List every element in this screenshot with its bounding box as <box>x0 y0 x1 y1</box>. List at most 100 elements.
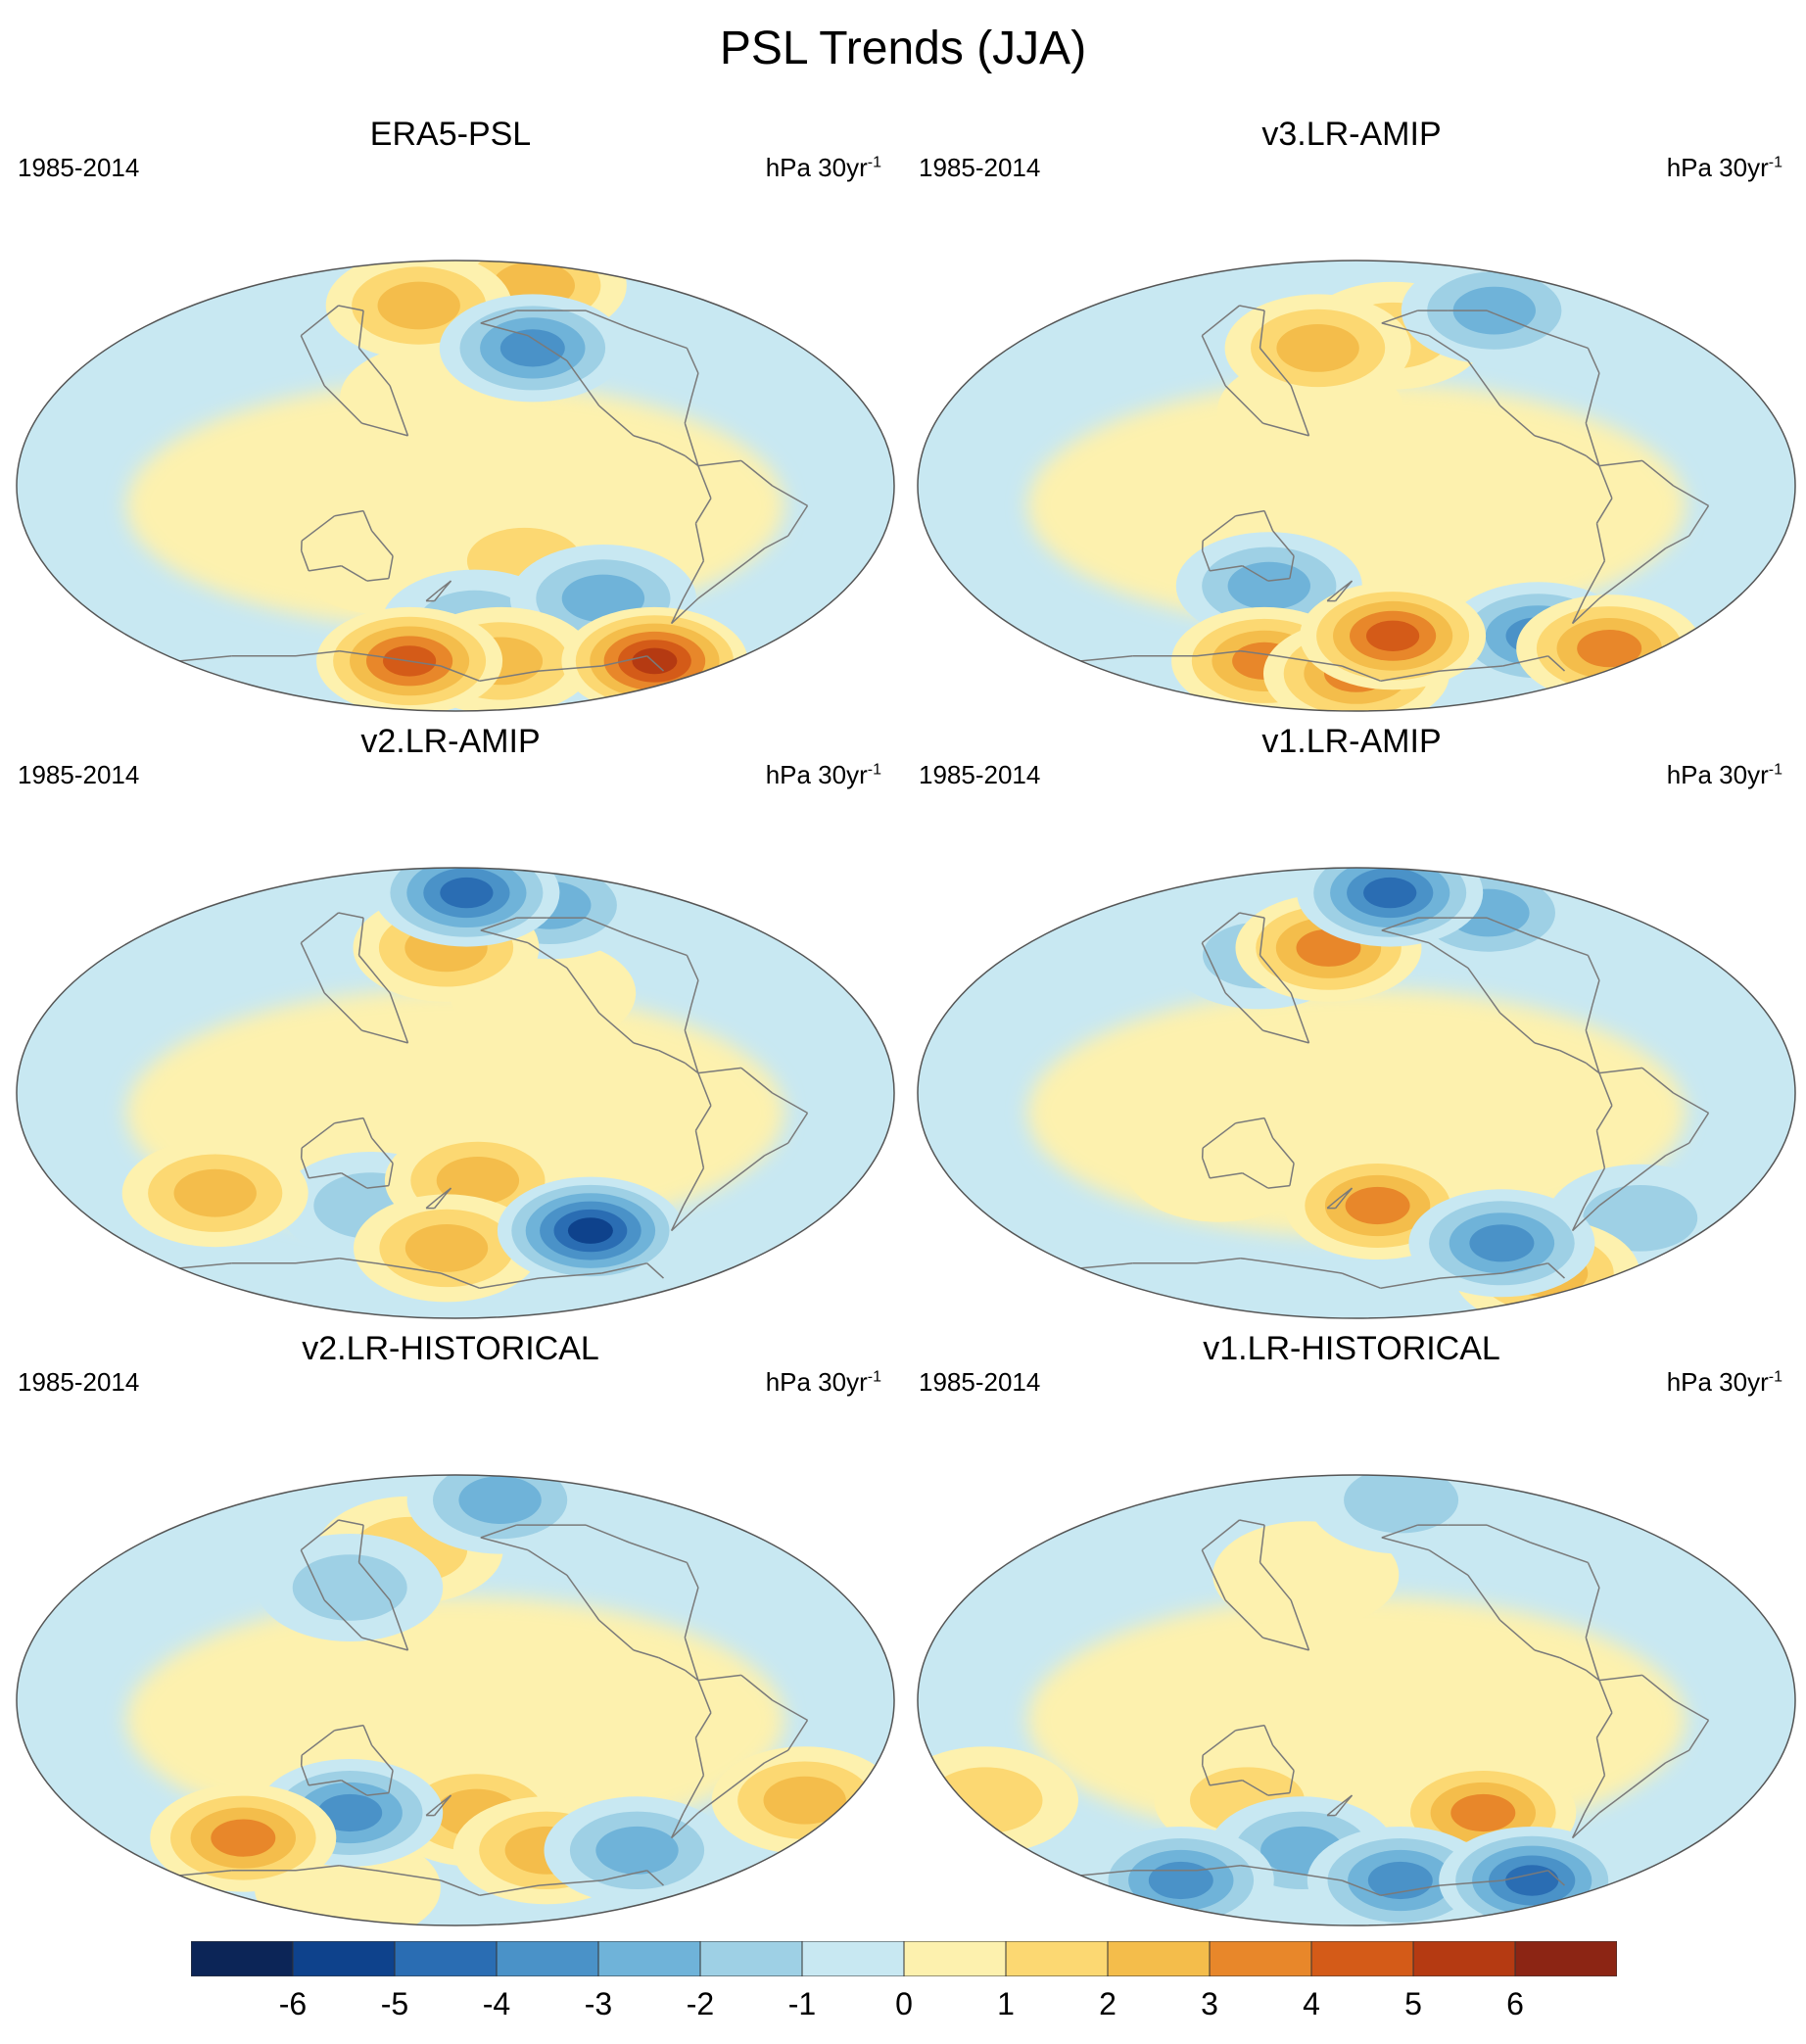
coastline-segment <box>1688 1112 1710 1144</box>
anomaly-contour <box>317 1793 383 1832</box>
coastline-segment <box>371 530 394 557</box>
coastline-segment <box>538 665 602 672</box>
anomaly-contour <box>173 1168 257 1217</box>
coastline-segment <box>633 1042 659 1052</box>
coastline-segment <box>1380 1884 1441 1897</box>
anomaly-contour <box>211 1819 276 1857</box>
coastline-segment <box>389 992 409 1044</box>
coastline-segment <box>338 305 364 311</box>
coastline-segment <box>601 1870 647 1881</box>
map-panel: ERA5-PSL 1985-2014 hPa 30yr-1 <box>0 116 901 723</box>
colorbar-tick-label: -5 <box>380 1986 409 2021</box>
coastline-segment <box>1335 588 1347 602</box>
coastline-segment <box>527 1549 568 1576</box>
coastline-segment <box>440 1879 481 1896</box>
coastline-segment <box>375 1870 442 1881</box>
coastline-segment <box>1502 1870 1548 1881</box>
colorbar-tick-label: -2 <box>686 1986 715 2021</box>
coastline-segment <box>1571 1205 1586 1231</box>
coastline-segment <box>690 1587 699 1613</box>
coastline-segment <box>566 359 600 406</box>
coastline-segment <box>1530 934 1589 957</box>
coastline-segment <box>1439 1879 1503 1886</box>
coastline-segment <box>341 565 368 582</box>
coastline-segment <box>1572 1812 1600 1839</box>
coastline-segment <box>1080 655 1133 662</box>
anomaly-contour <box>1276 324 1359 372</box>
coastline-segment <box>1598 1179 1634 1207</box>
coastline-segment <box>1486 309 1531 329</box>
coastlines <box>1080 1519 1710 1897</box>
map-outline <box>917 260 1796 712</box>
coastline-segment <box>362 1117 373 1139</box>
coastline-segment <box>1201 1765 1211 1786</box>
coastline-segment <box>366 1184 389 1189</box>
map-panel: v1.LR-HISTORICAL 1985-2014 hPa 30yr-1 <box>901 1330 1802 1937</box>
colorbar-tick-label: 3 <box>1201 1986 1218 2021</box>
coastline-segment <box>694 1712 712 1738</box>
coastline-segment <box>1665 1142 1690 1157</box>
coastline-segment <box>566 967 600 1014</box>
coastline-segment <box>1239 1519 1265 1526</box>
coastline-segment <box>1240 649 1277 657</box>
coastline-segment <box>357 954 391 994</box>
coastline-segment <box>646 1262 665 1279</box>
coastline-segment <box>694 498 712 524</box>
anomaly-contour <box>1345 1186 1410 1225</box>
panel-title: v3.LR-AMIP <box>1261 116 1442 153</box>
coastline-segment <box>179 1262 232 1269</box>
colorbar-tick-label: -3 <box>584 1986 613 2021</box>
coastline-segment <box>1341 1879 1382 1896</box>
coastline-segment <box>1665 1749 1690 1764</box>
coastline-segment <box>694 1105 712 1131</box>
coastline-segment <box>697 572 733 599</box>
coastline-segment <box>694 1737 705 1776</box>
coastline-segment <box>740 1674 774 1701</box>
panel-title: ERA5-PSL <box>369 116 532 153</box>
coastline-segment <box>1196 649 1241 657</box>
coastline-segment <box>1080 1870 1133 1877</box>
coastline-segment <box>538 1879 602 1886</box>
coastline-segment <box>1380 670 1441 683</box>
coastline-segment <box>1272 1744 1295 1772</box>
coastline-segment <box>1224 992 1263 1031</box>
colorbar-box <box>1005 1940 1109 1977</box>
coastline-segment <box>1598 459 1642 467</box>
coastlines <box>1080 912 1710 1290</box>
units-exponent: -1 <box>1768 1368 1782 1386</box>
coastline-segment <box>566 1574 600 1621</box>
anomaly-contour <box>1469 1224 1535 1262</box>
coastline-segment <box>1201 912 1240 944</box>
anomaly-contour <box>632 647 678 675</box>
colorbar-box <box>597 1940 701 1977</box>
map-plot <box>917 260 1796 712</box>
coastline-segment <box>1467 967 1501 1014</box>
coastline-segment <box>1595 498 1613 524</box>
map-panel: v2.LR-AMIP 1985-2014 hPa 30yr-1 <box>0 723 901 1330</box>
coastline-segment <box>334 1117 364 1124</box>
coastline-segment <box>1290 992 1310 1044</box>
coastline-segment <box>1235 509 1265 517</box>
colorbar-box <box>1107 1940 1211 1977</box>
coastline-segment <box>670 597 685 624</box>
coastline-segment <box>601 655 647 667</box>
coastline-segment <box>1202 1122 1237 1149</box>
coastline-segment <box>1267 1184 1290 1189</box>
coastline-segment <box>295 1257 340 1264</box>
panel-title: v2.LR-HISTORICAL <box>302 1330 599 1367</box>
coastline-segment <box>694 523 705 561</box>
coastline-segment <box>1335 1195 1347 1210</box>
coastline-segment <box>1276 1262 1343 1274</box>
coastline-segment <box>300 1519 339 1551</box>
coastline-segment <box>295 649 340 657</box>
units-exponent: -1 <box>867 1368 881 1386</box>
coastline-segment <box>1201 942 1226 994</box>
coastline-segment <box>671 1812 699 1839</box>
coastline-segment <box>683 560 705 599</box>
coastline-segment <box>389 1599 409 1651</box>
colorbar-tick-label: 4 <box>1303 1986 1320 2021</box>
coastline-segment <box>1267 577 1290 582</box>
coastline-segment <box>787 504 809 537</box>
coastline-segment <box>389 385 409 437</box>
coastline-segment <box>538 1272 602 1279</box>
